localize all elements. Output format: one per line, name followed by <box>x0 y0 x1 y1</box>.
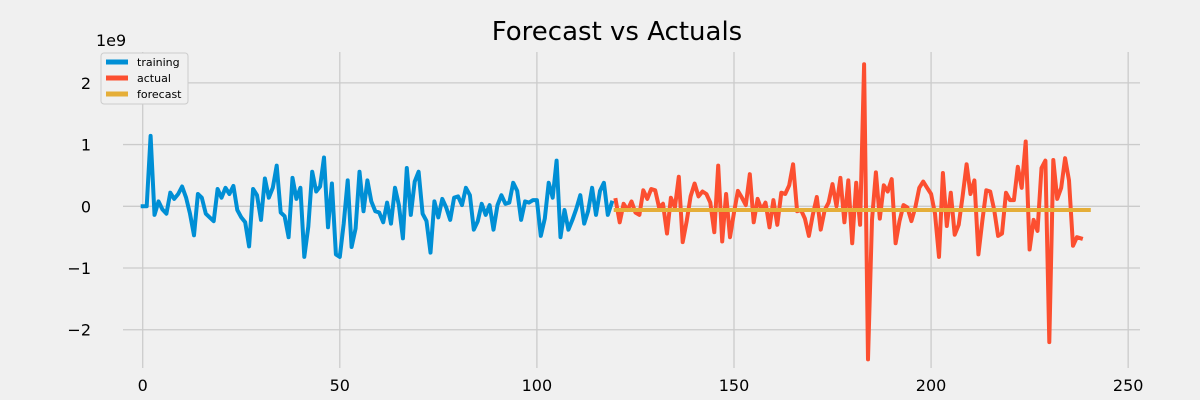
tick-labels: 0 50 100 150 200 250 −2 −1 0 1 2 <box>67 74 1143 395</box>
x-tick-label: 200 <box>916 376 947 395</box>
y-tick-label: 2 <box>81 74 91 93</box>
series-layer <box>140 62 1091 362</box>
legend: training actual forecast <box>100 52 189 105</box>
y-tick-label: −1 <box>67 259 91 278</box>
series-line-training <box>140 133 615 259</box>
y-offset-label: 1e9 <box>96 31 126 50</box>
x-tick-label: 50 <box>330 376 350 395</box>
legend-label-forecast: forecast <box>137 88 182 101</box>
x-tick-label: 150 <box>719 376 750 395</box>
y-tick-label: −2 <box>67 321 91 340</box>
series-line-actual <box>613 62 1084 362</box>
x-tick-label: 0 <box>138 376 148 395</box>
legend-label-actual: actual <box>137 72 171 85</box>
y-tick-label: 0 <box>81 197 91 216</box>
x-tick-label: 250 <box>1113 376 1144 395</box>
chart-title: Forecast vs Actuals <box>492 17 742 47</box>
legend-box <box>100 52 189 105</box>
legend-label-training: training <box>137 56 180 69</box>
y-tick-label: 1 <box>81 136 91 155</box>
x-tick-label: 100 <box>522 376 553 395</box>
